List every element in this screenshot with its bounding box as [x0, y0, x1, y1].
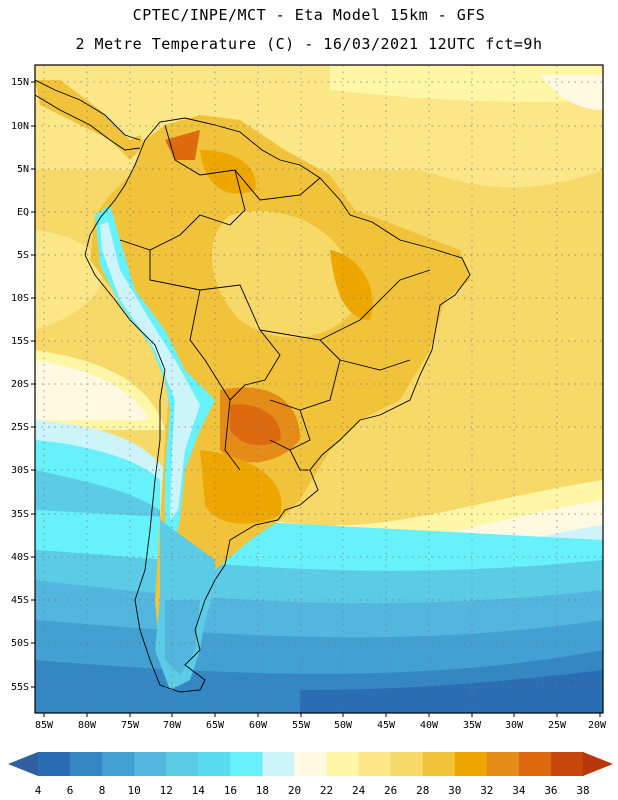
lon-label: 20W	[588, 720, 607, 731]
lat-label: 20S	[11, 379, 29, 390]
legend-swatch	[518, 752, 552, 776]
color-legend: 4 6 8 10 12 14 16 18 20 22 24 26 28 30 32 34 36 38	[8, 752, 613, 797]
legend-swatch	[262, 752, 295, 776]
legend-labels: 4 6 8 10 12 14 16 18 20 22 24 26 28 30 32 34 36 38	[35, 784, 590, 797]
lat-label: 10N	[11, 121, 29, 132]
lon-label: 55W	[292, 720, 311, 731]
coastlines	[35, 79, 471, 693]
legend-label: 10	[128, 784, 141, 797]
lon-label: 30W	[505, 720, 524, 731]
temperature-field	[35, 65, 603, 713]
lon-label: 75W	[121, 720, 140, 731]
lon-label: 80W	[78, 720, 97, 731]
legend-low-arrow	[8, 752, 38, 776]
axis-ticks	[31, 81, 601, 717]
temperature-map: 15N 10N 5N EQ 5S 10S 15S 20S 25S 30S 35S…	[11, 64, 607, 731]
legend-label: 20	[288, 784, 301, 797]
legend-high-arrow	[583, 752, 613, 776]
lon-label: 45W	[377, 720, 396, 731]
legend-swatch	[550, 752, 584, 776]
lat-label: 30S	[11, 465, 29, 476]
legend-label: 26	[384, 784, 397, 797]
legend-label: 38	[576, 784, 589, 797]
lat-label: 50S	[11, 638, 29, 649]
legend-label: 24	[352, 784, 366, 797]
legend-label: 34	[512, 784, 526, 797]
legend-swatch	[230, 752, 263, 776]
map-subtitle: 2 Metre Temperature (C) - 16/03/2021 12U…	[75, 35, 543, 53]
latitude-labels: 15N 10N 5N EQ 5S 10S 15S 20S 25S 30S 35S…	[11, 77, 29, 693]
lat-label: 15S	[11, 336, 29, 347]
legend-label: 30	[448, 784, 461, 797]
legend-swatch	[486, 752, 520, 776]
legend-swatch	[326, 752, 360, 776]
lat-label: 40S	[11, 552, 29, 563]
lat-label: 55S	[11, 682, 29, 693]
legend-swatch	[70, 752, 103, 776]
lon-label: 70W	[163, 720, 182, 731]
lat-label: 5S	[17, 250, 29, 261]
lon-label: 40W	[420, 720, 439, 731]
lat-label: 35S	[11, 509, 29, 520]
legend-label: 32	[480, 784, 493, 797]
legend-swatch	[198, 752, 231, 776]
legend-label: 12	[160, 784, 173, 797]
legend-label: 6	[67, 784, 74, 797]
grid-lines	[35, 65, 603, 713]
legend-label: 18	[256, 784, 269, 797]
legend-swatches	[38, 752, 584, 776]
legend-swatch	[294, 752, 328, 776]
legend-swatch	[134, 752, 167, 776]
lat-label: 15N	[11, 77, 29, 88]
legend-swatch	[166, 752, 199, 776]
lon-label: 35W	[463, 720, 482, 731]
lat-label: EQ	[17, 207, 29, 218]
legend-swatch	[422, 752, 456, 776]
legend-swatch	[38, 752, 71, 776]
legend-swatch	[454, 752, 488, 776]
legend-label: 8	[99, 784, 106, 797]
lat-label: 45S	[11, 595, 29, 606]
map-title: CPTEC/INPE/MCT - Eta Model 15km - GFS	[132, 6, 486, 24]
lat-label: 25S	[11, 422, 29, 433]
lon-label: 60W	[249, 720, 268, 731]
legend-label: 16	[224, 784, 237, 797]
legend-swatch	[390, 752, 424, 776]
legend-label: 14	[192, 784, 206, 797]
legend-swatch	[358, 752, 392, 776]
lon-label: 25W	[548, 720, 567, 731]
legend-swatch	[102, 752, 135, 776]
legend-label: 36	[544, 784, 557, 797]
lon-label: 85W	[35, 720, 54, 731]
legend-label: 28	[416, 784, 429, 797]
lon-label: 65W	[206, 720, 225, 731]
longitude-labels: 85W 80W 75W 70W 65W 60W 55W 50W 45W 40W …	[35, 720, 607, 731]
lon-label: 50W	[334, 720, 353, 731]
map-frame	[34, 64, 604, 714]
lat-label: 5N	[17, 164, 29, 175]
legend-label: 22	[320, 784, 333, 797]
lat-label: 10S	[11, 293, 29, 304]
legend-label: 4	[35, 784, 42, 797]
